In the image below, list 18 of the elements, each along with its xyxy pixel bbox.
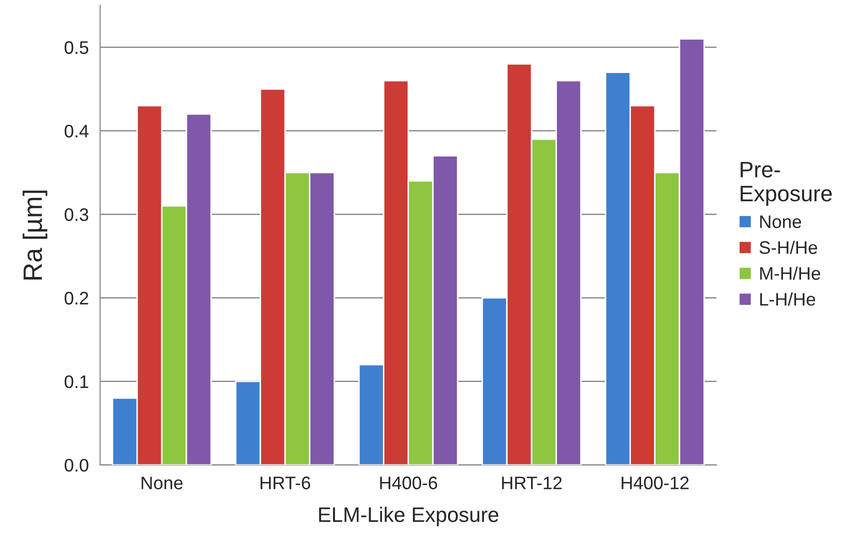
- x-tick-label: H400-6: [380, 476, 438, 490]
- legend-label: L-H/He: [760, 292, 816, 306]
- x-tick-label: H400-12: [622, 476, 689, 490]
- legend-label: None: [760, 216, 802, 228]
- y-tick-label: 0.4: [64, 124, 89, 138]
- x-axis-title: ELM-Like Exposure: [319, 506, 498, 526]
- x-tick-label: None: [142, 476, 183, 490]
- y-tick-label: 0.2: [64, 292, 88, 305]
- y-tick-label: 0.5: [64, 41, 88, 54]
- y-tick-label: 0.0: [64, 458, 88, 472]
- y-tick-label: 0.1: [64, 375, 88, 388]
- x-tick-label: HRT-12: [502, 476, 562, 490]
- legend-label: S-H/He: [760, 240, 818, 254]
- y-tick-label: 0.3: [64, 208, 88, 222]
- legend-title: Pre- Exposure: [740, 162, 832, 206]
- x-tick-label: HRT-6: [260, 476, 310, 490]
- legend-label: M-H/He: [760, 266, 820, 280]
- y-axis-title: Ra [µm]: [22, 190, 48, 280]
